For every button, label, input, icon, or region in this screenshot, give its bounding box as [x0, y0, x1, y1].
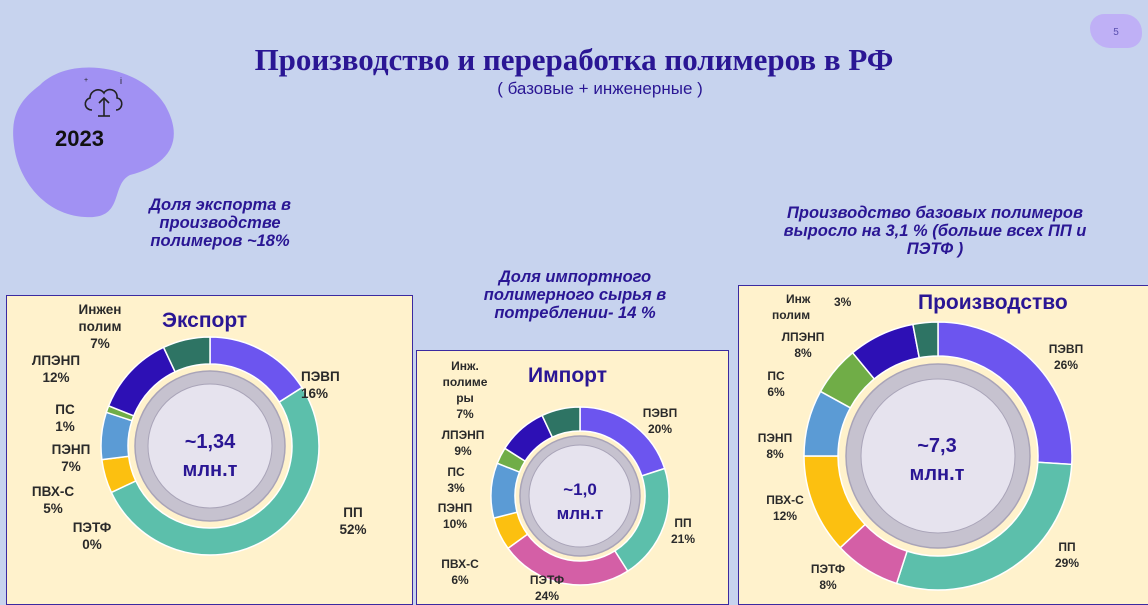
donut-slice-7 [162, 336, 211, 373]
note-line: Производство базовых полимеров [787, 204, 1083, 222]
production-center-value: ~7,3 млн.т [877, 432, 997, 488]
donut-center [147, 383, 273, 509]
note-line: полимерного сырья в [483, 286, 667, 304]
center-unit: млн.т [182, 459, 238, 481]
production-label-pvh: ПВХ-С 12% [766, 493, 804, 523]
import-label-lpenp: ЛПЭНП 9% [441, 428, 485, 458]
import-center-value: ~1,0 млн.т [530, 478, 630, 526]
import-label-petf: ПЭТФ 24% [529, 573, 565, 603]
center-amount: ~7,3 [917, 435, 957, 457]
import-label-ps: ПС 3% [447, 465, 465, 495]
center-amount: ~1,34 [184, 431, 236, 453]
production-label-inzh: Инж полим [772, 292, 811, 322]
donut-slice-7 [541, 406, 581, 439]
svg-text:+: + [84, 77, 88, 84]
import-label-penp: ПЭНП 10% [437, 501, 473, 531]
export-label-ps: ПС 1% [55, 402, 75, 434]
export-chart-title: Экспорт [162, 309, 248, 332]
import-label-pp: ПП 21% [670, 516, 696, 546]
donut-slice-7 [912, 321, 939, 359]
page-number: 5 [1090, 14, 1142, 48]
note-line: ПЭТФ ) [906, 240, 964, 258]
production-label-lpenp: ЛПЭНП 8% [781, 330, 825, 360]
export-label-inzh: Инжен полим 7% [78, 302, 122, 351]
export-label-pp: ПП 52% [339, 505, 367, 537]
import-label-pevp: ПЭВП 20% [642, 406, 678, 436]
center-unit: млн.т [909, 463, 965, 485]
export-center-value: ~1,34 млн.т [150, 428, 270, 484]
donut-center [860, 378, 1016, 534]
center-unit: млн.т [556, 504, 604, 523]
import-share-note: Доля импортного полимерного сырья в потр… [440, 268, 710, 322]
note-line: производстве [159, 214, 281, 232]
import-label-pvh: ПВХ-С 6% [441, 557, 479, 587]
export-label-pvh: ПВХ-С 5% [31, 484, 75, 516]
production-growth-note: Производство базовых полимеров выросло н… [735, 204, 1135, 258]
export-label-petf: ПЭТФ 0% [72, 520, 112, 552]
note-line: потреблении- 14 % [494, 304, 656, 322]
import-chart-title: Импорт [528, 364, 607, 387]
export-label-penp: ПЭНП 7% [51, 442, 91, 474]
import-label-inzh: Инж. полиме ры 7% [442, 359, 488, 421]
note-line: выросло на 3,1 % (больше всех ПП и [783, 222, 1087, 240]
donut-slice-1 [110, 386, 320, 556]
production-label-petf: ПЭТФ 8% [810, 562, 846, 592]
note-line: Доля экспорта в [149, 196, 291, 214]
export-label-pevp: ПЭВП 16% [301, 369, 340, 401]
production-label-ps: ПС 6% [767, 369, 785, 399]
year-blob [13, 67, 174, 218]
export-label-lpenp: ЛПЭНП 12% [31, 353, 81, 385]
page-subtitle: ( базовые + инженерные ) [497, 79, 703, 98]
svg-text:i: i [120, 76, 122, 86]
note-line: полимеров ~18% [150, 232, 290, 250]
donut-center [528, 444, 632, 548]
production-label-inzh-pct: 3% [834, 295, 852, 309]
year-label: 2023 [55, 126, 104, 151]
production-chart-title: Производство [918, 291, 1068, 314]
cloud-upload-icon: + i [84, 76, 123, 117]
center-amount: ~1,0 [563, 480, 597, 499]
export-share-note: Доля экспорта в производстве полимеров ~… [110, 196, 330, 250]
production-label-pevp: ПЭВП 26% [1048, 342, 1084, 372]
page-title: Производство и переработка полимеров в Р… [254, 42, 894, 77]
note-line: Доля импортного [498, 268, 652, 286]
production-label-penp: ПЭНП 8% [757, 431, 793, 461]
production-label-pp: ПП 29% [1054, 540, 1080, 570]
